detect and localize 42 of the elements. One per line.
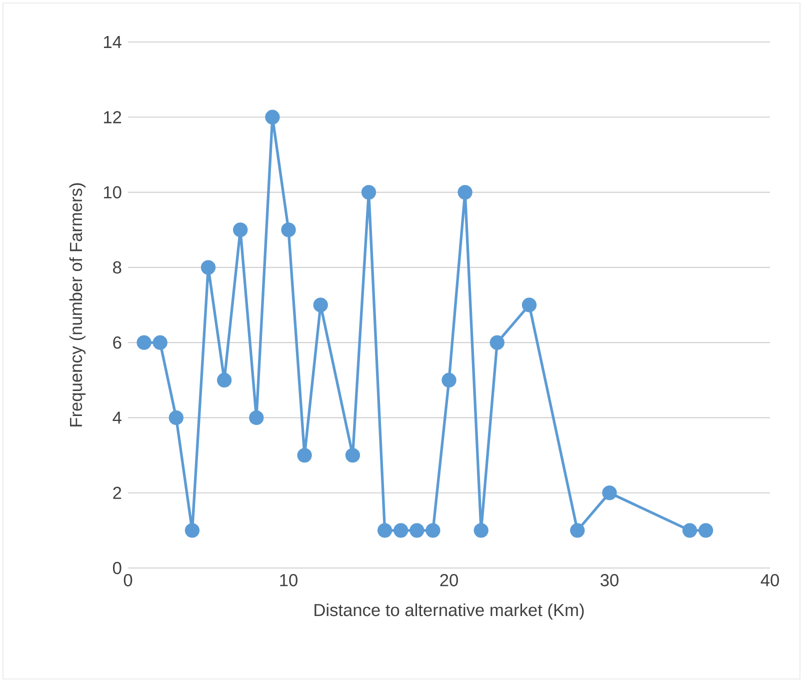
y-tick-label: 14 <box>104 36 122 48</box>
point <box>361 184 376 200</box>
x-tick-label: 40 <box>760 574 779 586</box>
y-tick-label: 10 <box>104 186 122 198</box>
x-axis-title: Distance to alternative market (Km) <box>314 603 584 620</box>
point <box>522 298 537 312</box>
point <box>474 523 488 538</box>
point <box>233 222 248 238</box>
y-tick-label: 4 <box>112 412 122 424</box>
x-tick-label: 20 <box>440 574 458 586</box>
point <box>682 523 698 538</box>
point <box>313 298 328 312</box>
point <box>410 523 424 538</box>
y-tick-label: 6 <box>113 336 122 349</box>
x-tick-label: 30 <box>600 574 618 586</box>
x-tick-label: 0 <box>124 574 132 586</box>
point <box>152 335 168 350</box>
point <box>265 110 280 124</box>
point <box>136 335 152 350</box>
y-tick-label: 0 <box>112 562 122 574</box>
point <box>345 448 360 463</box>
point <box>281 222 296 238</box>
point <box>249 410 264 426</box>
point <box>184 523 200 538</box>
point <box>377 523 392 538</box>
y-tick-label: 8 <box>113 261 122 274</box>
point <box>698 523 714 538</box>
y-tick-label: 12 <box>104 111 122 124</box>
point <box>490 335 504 350</box>
point <box>426 523 440 538</box>
x-tick-label: 10 <box>280 574 298 586</box>
point <box>297 448 312 463</box>
point <box>570 523 585 538</box>
point <box>216 372 232 388</box>
point <box>442 372 456 388</box>
point <box>200 260 216 275</box>
point <box>394 523 408 538</box>
point <box>602 486 617 500</box>
y-axis-title: Frequency (number of Farmers) <box>69 183 86 426</box>
y-tick-label: 2 <box>113 486 122 499</box>
point <box>168 410 184 426</box>
point <box>458 184 472 200</box>
